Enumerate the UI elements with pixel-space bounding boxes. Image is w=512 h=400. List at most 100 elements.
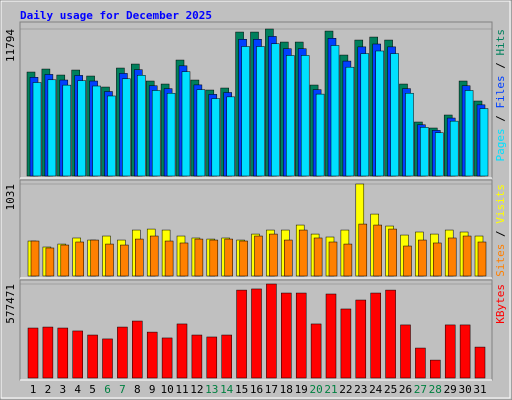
bar	[298, 229, 308, 277]
bar	[400, 324, 411, 379]
bar	[146, 331, 158, 379]
bar	[256, 46, 265, 177]
bar	[390, 53, 399, 177]
x-tick-label: 20	[309, 383, 322, 396]
legend: Sites / Visits	[494, 184, 507, 277]
bar	[57, 327, 69, 379]
bar	[355, 299, 367, 379]
bar	[102, 338, 113, 379]
x-tick-label: 27	[414, 383, 427, 396]
bar	[474, 346, 486, 379]
bar	[373, 224, 382, 277]
bar	[430, 359, 441, 379]
bar	[370, 292, 381, 379]
bar	[360, 53, 370, 177]
bar	[358, 223, 368, 277]
bar	[105, 243, 114, 277]
x-tick-label: 29	[444, 383, 457, 396]
bar	[375, 50, 384, 177]
bar	[435, 132, 444, 177]
bar	[77, 80, 86, 177]
legend-separator: /	[494, 224, 507, 244]
bar	[328, 241, 338, 277]
bar	[477, 241, 487, 277]
bar	[343, 243, 353, 277]
bar	[32, 82, 42, 177]
bar	[251, 288, 262, 379]
bar	[405, 92, 414, 177]
legend-entry: Files	[494, 75, 507, 108]
bar	[87, 334, 98, 379]
bar	[449, 120, 459, 177]
bar	[166, 92, 176, 177]
x-tick-label: 5	[89, 383, 96, 396]
bar	[330, 45, 340, 177]
bar	[479, 108, 489, 177]
bar	[221, 334, 232, 379]
bar	[149, 235, 159, 277]
bar	[179, 242, 189, 277]
bar	[415, 347, 426, 379]
bar	[60, 244, 70, 277]
x-tick-label: 15	[235, 383, 248, 396]
legend-entry: Sites	[494, 244, 507, 277]
legend-entry: KBytes	[494, 284, 507, 324]
bar	[224, 238, 233, 277]
x-tick-label: 25	[384, 383, 397, 396]
bar	[464, 90, 474, 177]
bar	[254, 235, 263, 277]
bar	[211, 98, 221, 177]
x-tick-label: 4	[74, 383, 81, 396]
bar	[459, 324, 471, 379]
bar	[90, 239, 99, 277]
bar	[239, 240, 248, 277]
bar	[388, 228, 397, 277]
bar	[420, 127, 429, 177]
bar	[403, 245, 412, 277]
bar	[206, 336, 218, 379]
bar	[266, 283, 277, 379]
bar	[345, 66, 355, 177]
bar	[196, 89, 206, 177]
bar	[194, 238, 204, 277]
bar	[286, 55, 295, 177]
bar	[271, 43, 280, 177]
bar	[181, 71, 191, 177]
bar	[241, 46, 250, 177]
x-tick-label: 14	[220, 383, 234, 396]
x-tick-label: 13	[205, 383, 218, 396]
x-tick-label: 12	[190, 383, 203, 396]
y-tick-label: 1031	[4, 184, 17, 211]
bar	[313, 237, 323, 277]
bar	[447, 237, 457, 277]
legend: KBytes	[494, 284, 507, 324]
bar	[122, 78, 131, 177]
bar	[325, 293, 337, 379]
legend-entry: Pages	[494, 128, 507, 161]
bar	[72, 330, 83, 379]
bar	[161, 337, 173, 379]
bar	[385, 289, 396, 379]
x-tick-label: 3	[59, 383, 66, 396]
x-tick-label: 28	[429, 383, 442, 396]
bar	[92, 85, 101, 177]
bar	[236, 289, 247, 379]
bar	[269, 233, 278, 277]
chart-title: Daily usage for December 2025	[20, 9, 212, 22]
legend: Pages / Files / Hits	[494, 29, 507, 162]
bar	[176, 323, 188, 379]
bar	[295, 292, 307, 379]
x-tick-label: 22	[339, 383, 352, 396]
bar	[132, 320, 143, 379]
bar	[137, 75, 146, 177]
bar	[164, 240, 174, 277]
x-tick-label: 19	[295, 383, 308, 396]
bar	[117, 326, 128, 379]
x-tick-label: 17	[265, 383, 278, 396]
legend-entry: Visits	[494, 184, 507, 224]
bar	[30, 240, 40, 277]
bar	[42, 326, 54, 379]
